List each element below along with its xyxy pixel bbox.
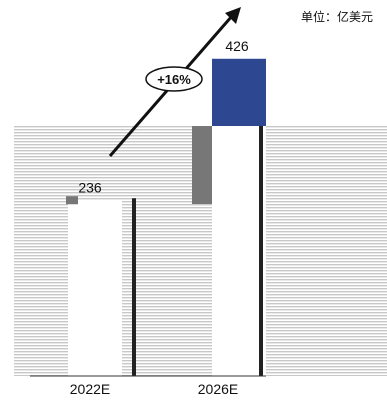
bar-2026e-shadow xyxy=(192,126,212,204)
x-tick-label-2026e: 2026E xyxy=(198,381,238,397)
bar-2026e xyxy=(212,126,266,376)
bar-2026e-divider xyxy=(259,126,263,376)
bar-2022e xyxy=(68,200,122,376)
growth-label-oval xyxy=(145,66,203,92)
growth-arrow-head xyxy=(225,7,241,24)
unit-label: 单位：亿美元 xyxy=(300,10,373,24)
bar-2022e-cap xyxy=(66,196,78,205)
bar-2022e-divider xyxy=(132,198,136,376)
x-tick-label-2022e: 2022E xyxy=(70,381,110,397)
data-label-2022e: 236 xyxy=(78,179,102,195)
data-label-2026e: 426 xyxy=(225,38,249,54)
bar-2026e-top xyxy=(212,58,266,126)
growth-label: +16% xyxy=(157,72,191,87)
